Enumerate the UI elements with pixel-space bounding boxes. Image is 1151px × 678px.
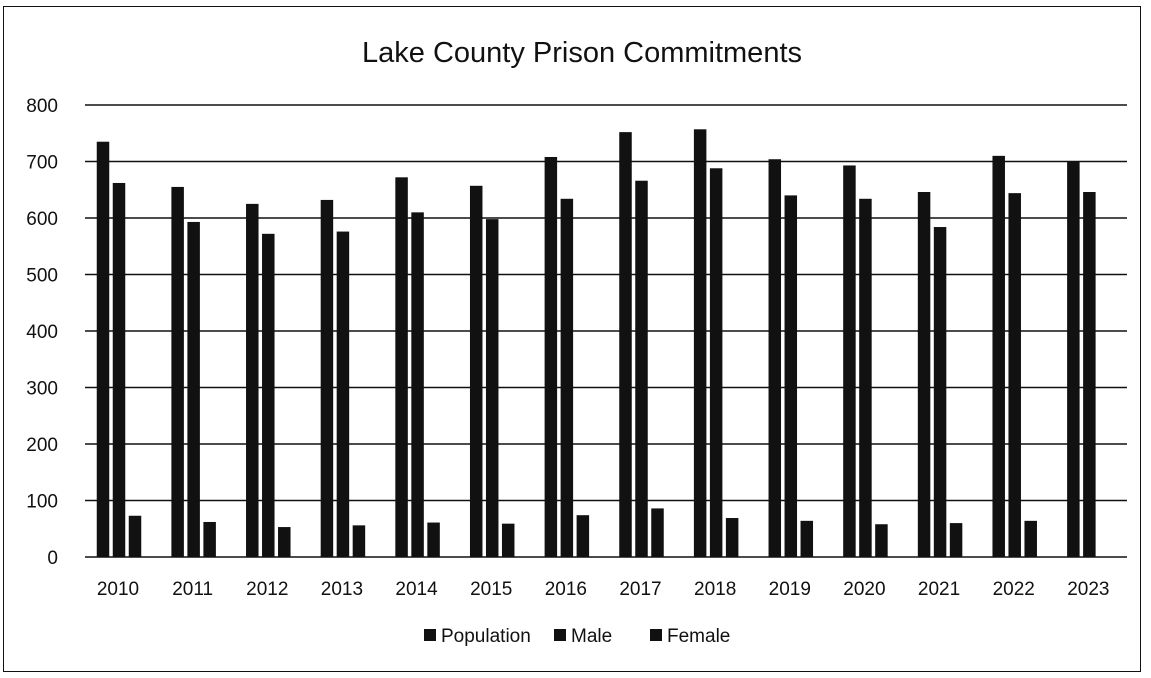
bar-male-2018 (709, 168, 723, 557)
bar-female-2022 (1024, 520, 1037, 557)
bar-male-2014 (411, 212, 424, 557)
legend-label-female: Female (667, 626, 730, 647)
bar-population-2014 (395, 177, 408, 557)
bar-male-2015 (485, 219, 499, 557)
bar-male-2021 (933, 227, 947, 558)
x-axis-ticks: 2010 2011 2012 2013 2014 2015 2016 2017 2018 2019… (97, 579, 1110, 600)
bar-male-2017 (635, 180, 648, 557)
bar-male-2012 (262, 233, 275, 557)
bar-male-2013 (336, 231, 350, 557)
bar-male-2020 (859, 198, 872, 558)
y-tick-label: 700 (26, 153, 58, 174)
x-tick-label: 2017 (619, 579, 661, 600)
legend-swatch-male (554, 629, 566, 641)
x-tick-label: 2018 (694, 579, 736, 600)
y-tick-label: 0 (47, 548, 58, 569)
bar-population-2017 (619, 132, 632, 557)
bar-population-2015 (469, 185, 483, 558)
bar-population-2016 (544, 156, 558, 558)
bar-female-2014 (427, 522, 440, 557)
bar-male-2011 (187, 221, 200, 557)
x-tick-label: 2012 (246, 579, 288, 600)
bar-population-2022 (992, 155, 1005, 557)
y-tick-label: 100 (26, 492, 58, 513)
gridlines (85, 104, 1127, 558)
bar-female-2018 (725, 518, 739, 557)
bar-female-2010 (128, 515, 142, 557)
chart-title: Lake County Prison Commitments (362, 37, 802, 69)
x-tick-label: 2021 (918, 579, 960, 600)
bar-female-2021 (949, 523, 963, 557)
x-tick-label: 2019 (769, 579, 811, 600)
bar-population-2011 (171, 186, 184, 558)
bar-female-2015 (501, 523, 515, 557)
x-tick-label: 2010 (97, 579, 139, 600)
bar-population-2012 (246, 203, 259, 557)
bar-population-2020 (843, 165, 856, 557)
y-tick-label: 400 (26, 322, 58, 343)
bar-female-2012 (278, 527, 291, 557)
bar-female-2011 (203, 521, 216, 557)
bar-male-2016 (560, 198, 574, 558)
bar-male-2022 (1008, 193, 1021, 557)
x-tick-label: 2011 (172, 579, 213, 600)
y-tick-label: 200 (26, 435, 58, 456)
x-tick-label: 2023 (1067, 579, 1109, 600)
y-tick-label: 600 (26, 209, 58, 230)
bar-population-2023 (1067, 161, 1080, 557)
bar-male-2010 (112, 182, 126, 557)
legend-label-male: Male (571, 626, 612, 647)
bar-female-2017 (651, 508, 664, 557)
y-tick-label: 500 (26, 266, 58, 287)
x-tick-label: 2014 (395, 579, 438, 600)
legend-swatch-female (650, 629, 662, 641)
bar-female-2019 (800, 520, 814, 557)
y-tick-label: 800 (26, 96, 58, 117)
bar-female-2020 (875, 524, 888, 557)
x-tick-label: 2015 (470, 579, 512, 600)
legend-label-population: Population (441, 626, 531, 647)
x-tick-label: 2020 (843, 579, 885, 600)
bar-male-2023 (1083, 192, 1096, 557)
x-tick-label: 2022 (993, 579, 1035, 600)
legend: Population Male Female (424, 626, 730, 647)
bar-female-2016 (576, 515, 590, 557)
legend-swatch-population (424, 629, 436, 641)
bar-male-2019 (784, 195, 798, 557)
bar-population-2021 (917, 192, 931, 557)
x-tick-label: 2016 (545, 579, 587, 600)
bar-population-2013 (320, 199, 334, 558)
y-tick-label: 300 (26, 379, 58, 400)
bar-population-2010 (96, 141, 110, 557)
bar-population-2019 (768, 159, 782, 558)
y-axis-ticks: 0 100 200 300 400 500 600 700 800 (26, 96, 58, 569)
bar-female-2013 (352, 525, 366, 557)
bars (96, 129, 1096, 558)
x-tick-label: 2013 (321, 579, 363, 600)
bar-population-2018 (693, 129, 707, 558)
